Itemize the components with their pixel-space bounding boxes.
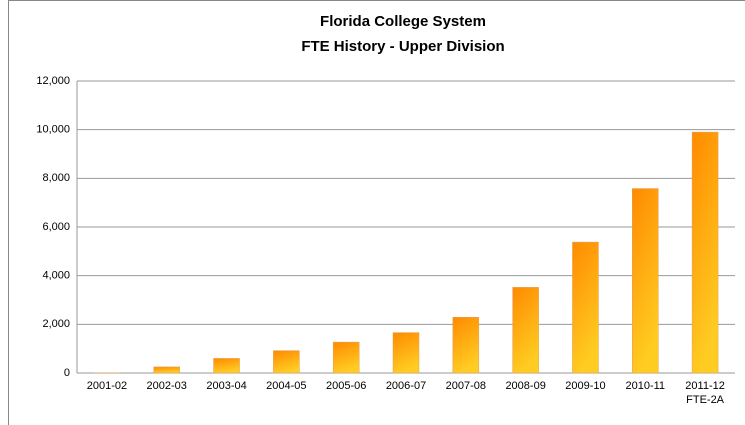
bar — [691, 131, 719, 374]
y-tick-label: 2,000 — [42, 318, 70, 330]
x-tick-label: 2001-02 — [86, 380, 128, 392]
bar — [213, 358, 240, 374]
x-tick-label: 2011-12 FTE-2A — [685, 380, 725, 406]
y-tick-label: 6,000 — [42, 221, 70, 233]
x-tick-label: 2008-09 — [505, 380, 546, 392]
y-tick-label: 10,000 — [36, 124, 70, 136]
bar — [392, 332, 420, 374]
bar — [153, 366, 180, 374]
chart-frame — [8, 0, 745, 425]
bar — [273, 350, 300, 374]
x-tick-label: 2007-08 — [445, 380, 486, 392]
x-tick-label: 2003-04 — [206, 380, 247, 392]
y-tick-label: 4,000 — [42, 270, 70, 282]
x-tick-label: 2005-06 — [325, 380, 367, 392]
bar — [512, 287, 539, 374]
bar — [572, 241, 599, 374]
bar — [452, 317, 480, 374]
chart-title: Florida College System — [320, 13, 486, 30]
x-tick-label: 2004-05 — [266, 380, 307, 392]
y-tick-label: 12,000 — [36, 75, 70, 87]
x-tick-label: 2006-07 — [385, 380, 427, 392]
x-tick-label: 2002-03 — [146, 380, 187, 392]
chart-title: FTE History - Upper Division — [301, 38, 504, 55]
x-tick-label: 2010-11 — [625, 380, 666, 392]
y-tick-label: 8,000 — [42, 172, 70, 184]
x-tick-label: 2009-10 — [565, 380, 606, 392]
bar — [632, 188, 659, 374]
bar — [332, 341, 360, 374]
y-tick-label: 0 — [64, 367, 70, 379]
